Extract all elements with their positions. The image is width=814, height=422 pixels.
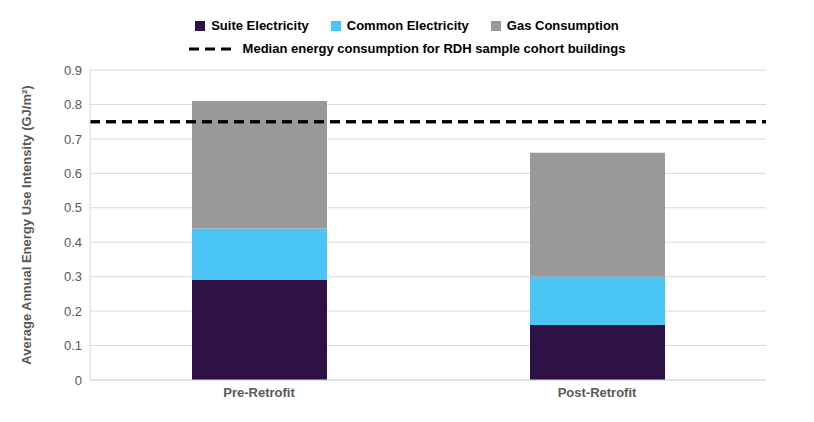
svg-text:Post-Retrofit: Post-Retrofit (558, 385, 637, 400)
svg-text:Pre-Retrofit: Pre-Retrofit (223, 385, 295, 400)
svg-text:0.1: 0.1 (64, 338, 82, 353)
svg-text:0: 0 (75, 373, 82, 388)
html-text:Suite Electricity: Suite Electricity (211, 18, 309, 33)
svg-text:0.6: 0.6 (64, 166, 82, 181)
svg-text:0.3: 0.3 (64, 269, 82, 284)
svg-text:0.8: 0.8 (64, 97, 82, 112)
svg-text:0.7: 0.7 (64, 132, 82, 147)
svg-text:0.4: 0.4 (64, 235, 82, 250)
svg-text:0.5: 0.5 (64, 200, 82, 215)
html-text:Median energy consumption for: Median energy consumption for RDH sample… (242, 41, 626, 56)
svg-text:0.9: 0.9 (64, 63, 82, 78)
html-text:Gas Consumption: Gas Consumption (506, 18, 619, 33)
svg-text:Average Annual Energy Use Inte: Average Annual Energy Use Intensity (GJ/… (19, 85, 34, 364)
svg-text:0.2: 0.2 (64, 304, 82, 319)
html-text:Common Electricity: Common Electricity (346, 18, 469, 33)
